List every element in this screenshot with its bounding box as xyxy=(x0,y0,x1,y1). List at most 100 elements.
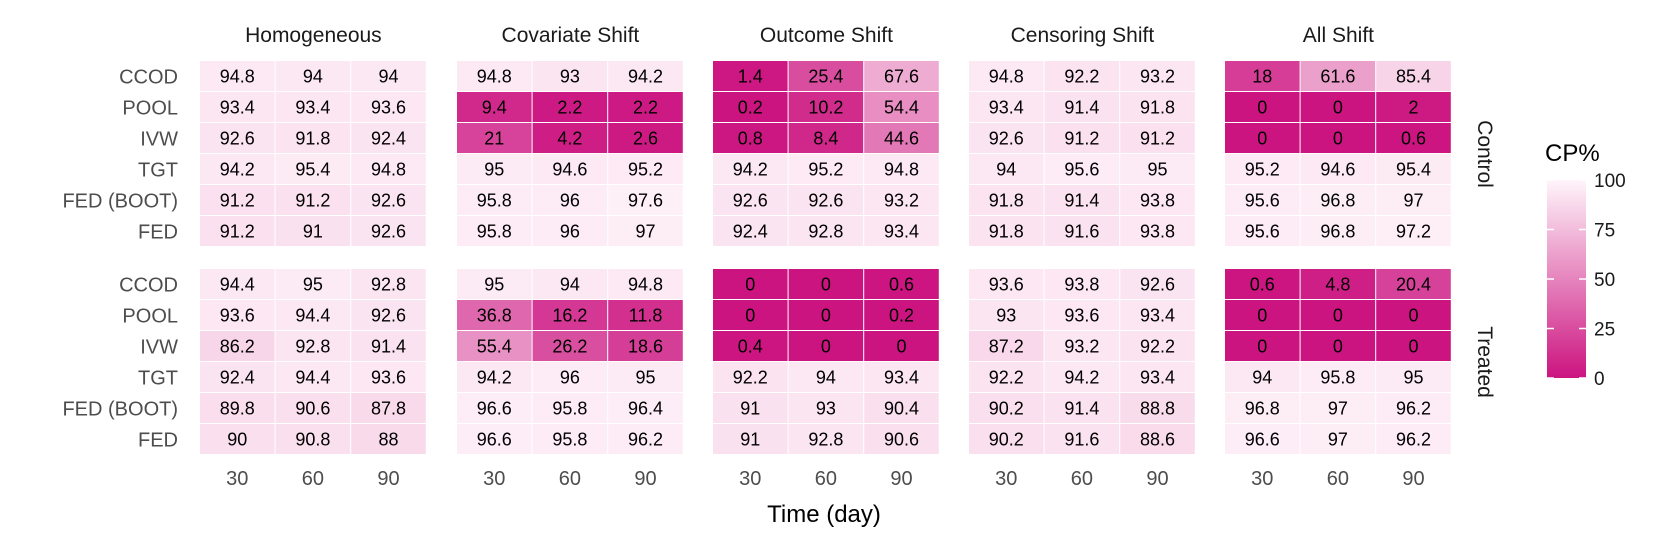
heatmap-cell xyxy=(788,269,864,299)
heatmap-cell xyxy=(532,92,608,122)
cell-value-label: 91.8 xyxy=(989,191,1024,211)
cell-value-label: 0 xyxy=(745,275,755,295)
cell-value-label: 93.6 xyxy=(371,368,406,388)
heatmap-cell xyxy=(351,154,426,184)
heatmap-cell xyxy=(864,154,939,184)
heatmap-cell xyxy=(1376,61,1451,91)
legend-tick-label: 75 xyxy=(1594,221,1615,242)
heatmap-cell xyxy=(1300,424,1376,454)
heatmap-cell xyxy=(969,185,1044,215)
cell-value-label: 89.8 xyxy=(220,399,255,419)
cell-value-label: 92.4 xyxy=(371,129,406,149)
heatmap-cell xyxy=(969,331,1044,361)
strip-label-control: Control xyxy=(1473,120,1496,188)
cell-value-label: 96.8 xyxy=(1320,191,1355,211)
cell-value-label: 2.2 xyxy=(557,98,582,118)
heatmap-cell xyxy=(1120,331,1195,361)
cell-value-label: 95.8 xyxy=(477,191,512,211)
x-tick-label: 60 xyxy=(815,468,837,490)
cell-value-label: 90 xyxy=(227,430,247,450)
cell-value-label: 93.4 xyxy=(295,98,330,118)
heatmap-cell xyxy=(1044,362,1120,392)
cell-value-label: 94.8 xyxy=(477,67,512,87)
heatmap-cell xyxy=(457,185,532,215)
cell-value-label: 36.8 xyxy=(477,306,512,326)
heatmap-cell xyxy=(1376,92,1451,122)
cell-value-label: 92.6 xyxy=(989,129,1024,149)
cell-value-label: 0 xyxy=(821,275,831,295)
cell-value-label: 18.6 xyxy=(628,337,663,357)
cell-value-label: 97 xyxy=(1328,430,1348,450)
row-labels: CCOD POOL IVW TGT FED (BOOT) FED CCOD POOL IVW TG… xyxy=(62,67,178,452)
heatmap-cell xyxy=(532,123,608,153)
legend-tick-label: 0 xyxy=(1594,369,1605,390)
heatmap-cell xyxy=(1225,331,1300,361)
heatmap-cell xyxy=(457,300,532,330)
cell-value-label: 26.2 xyxy=(552,337,587,357)
cell-value-label: 94.2 xyxy=(1064,368,1099,388)
legend-tick-label: 25 xyxy=(1594,320,1615,341)
cell-value-label: 93.4 xyxy=(884,222,919,242)
heatmap-cell xyxy=(1376,393,1451,423)
cell-value-label: 93.8 xyxy=(1140,191,1175,211)
cell-value-label: 93 xyxy=(996,306,1016,326)
cell-value-label: 96.2 xyxy=(1396,399,1431,419)
legend-title: CP% xyxy=(1545,140,1600,167)
cell-value-label: 18 xyxy=(1252,67,1272,87)
cell-value-label: 95.6 xyxy=(1245,222,1280,242)
panel-title-all-shift: All Shift xyxy=(1303,24,1374,47)
heatmap-cell xyxy=(1300,123,1376,153)
heatmap-cell xyxy=(275,216,351,246)
heatmap-cell xyxy=(1120,362,1195,392)
cell-value-label: 4.8 xyxy=(1325,275,1350,295)
heatmap-cell xyxy=(1225,92,1300,122)
heatmap-cell xyxy=(788,216,864,246)
row-label-ccod: CCOD xyxy=(119,67,178,89)
cell-value-label: 94.4 xyxy=(295,368,330,388)
cell-value-label: 91.6 xyxy=(1064,222,1099,242)
cell-value-label: 95.4 xyxy=(1396,160,1431,180)
cell-value-label: 0 xyxy=(1333,129,1343,149)
heatmap-cell xyxy=(1225,362,1300,392)
cell-value-label: 93.4 xyxy=(220,98,255,118)
heatmap-cell xyxy=(1300,362,1376,392)
cell-value-label: 93.4 xyxy=(1140,306,1175,326)
heatmap-cell xyxy=(1044,154,1120,184)
heatmap-cell xyxy=(1300,61,1376,91)
heatmap-cell xyxy=(608,185,683,215)
heatmap-cell xyxy=(713,123,788,153)
heatmap-cell xyxy=(788,92,864,122)
heatmap-cell xyxy=(1044,92,1120,122)
group-strip-labels: Control Treated xyxy=(1473,120,1496,398)
cell-value-label: 90.2 xyxy=(989,430,1024,450)
heatmap-cell xyxy=(275,393,351,423)
cell-value-label: 92.6 xyxy=(1140,275,1175,295)
cell-value-label: 95.8 xyxy=(552,399,587,419)
cell-value-label: 93.2 xyxy=(1140,67,1175,87)
heatmap-cell xyxy=(864,269,939,299)
heatmap-cell xyxy=(200,92,275,122)
x-axis-ticks: 30 60 90 30 60 90 30 60 90 30 60 90 30 60 90 xyxy=(226,468,1424,490)
cell-value-label: 95 xyxy=(1403,368,1423,388)
cell-value-label: 92.6 xyxy=(808,191,843,211)
heatmap-cell xyxy=(457,61,532,91)
cell-value-label: 92.2 xyxy=(1140,337,1175,357)
heatmap-cell xyxy=(1044,300,1120,330)
cell-value-label: 95 xyxy=(1147,160,1167,180)
cell-value-label: 92.6 xyxy=(220,129,255,149)
heatmap-cell xyxy=(1044,393,1120,423)
heatmap-cell xyxy=(864,185,939,215)
cell-value-label: 94.6 xyxy=(1320,160,1355,180)
cell-value-label: 94.8 xyxy=(884,160,919,180)
x-tick-label: 60 xyxy=(302,468,324,490)
cell-value-label: 91.4 xyxy=(1064,399,1099,419)
heatmap-cell xyxy=(788,393,864,423)
cell-value-label: 95.8 xyxy=(552,430,587,450)
cell-value-label: 94.8 xyxy=(371,160,406,180)
x-tick-label: 90 xyxy=(377,468,399,490)
heatmap-cell xyxy=(864,123,939,153)
cell-value-label: 94 xyxy=(303,67,323,87)
x-tick-label: 30 xyxy=(1251,468,1273,490)
cell-value-label: 92.8 xyxy=(295,337,330,357)
heatmap-cell xyxy=(200,362,275,392)
